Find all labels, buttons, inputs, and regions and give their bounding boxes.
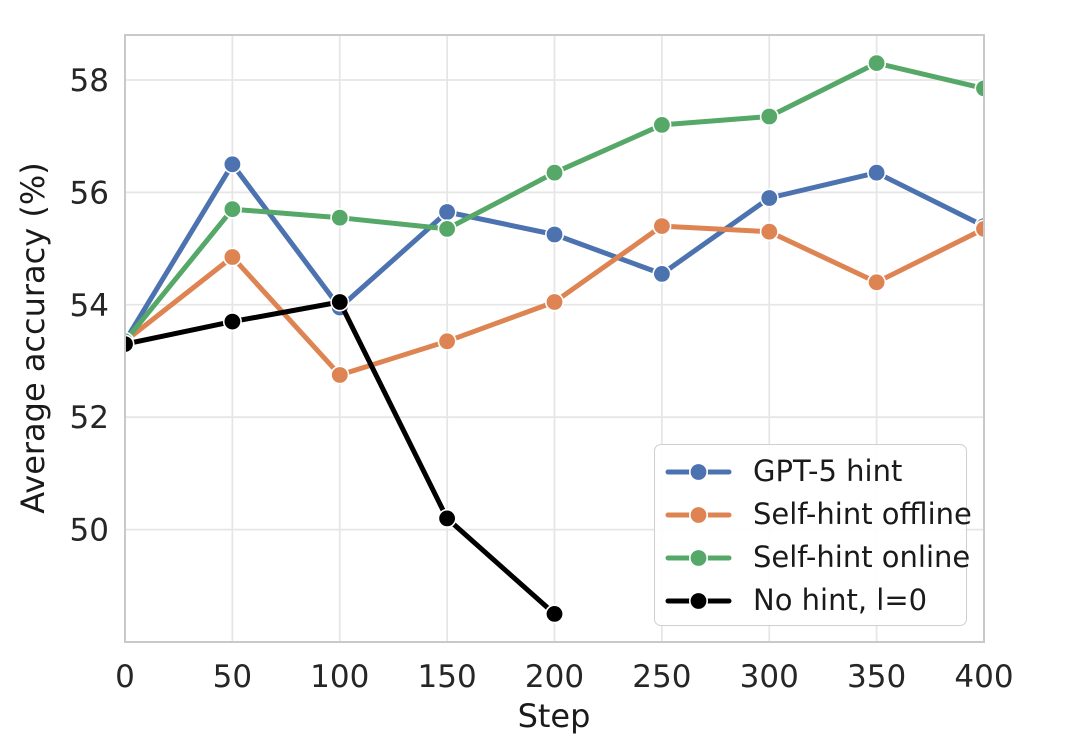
series-no-hint-l-0 [125, 292, 564, 624]
y-axis-label: Average accuracy (%) [14, 162, 52, 514]
data-point-self-hint-offline [652, 216, 672, 236]
x-tick-label-350: 350 [847, 659, 906, 695]
data-point-self-hint-online [330, 208, 350, 228]
legend-item-self-hint-online: Self-hint online [665, 536, 970, 579]
y-tick-label-58: 58 [70, 63, 109, 99]
data-series [125, 53, 984, 624]
data-point-no-hint-l-0 [330, 292, 350, 312]
data-point-self-hint-offline [330, 365, 350, 385]
data-point-gpt-5-hint [867, 163, 887, 183]
legend-item-self-hint-offline: Self-hint offline [665, 493, 972, 536]
data-point-no-hint-l-0 [437, 508, 457, 528]
legend-marker-no-hint-l-0 [665, 591, 732, 610]
data-point-self-hint-offline [222, 247, 242, 267]
legend-item-gpt-5-hint: GPT-5 hint [665, 450, 966, 493]
plot-border [124, 34, 985, 643]
data-point-gpt-5-hint [222, 154, 242, 174]
x-tick-label-300: 300 [740, 659, 799, 695]
x-tick-label-50: 50 [213, 659, 252, 695]
legend-marker-self-hint-online [665, 548, 732, 567]
x-tick-label-0: 0 [115, 659, 135, 695]
data-point-self-hint-online [759, 107, 779, 127]
data-point-self-hint-offline [867, 272, 887, 292]
legend: GPT-5 hint Self-hint offline Self-hint onl… [654, 444, 972, 626]
data-point-gpt-5-hint [437, 202, 457, 222]
data-point-self-hint-online [437, 219, 457, 239]
data-point-gpt-5-hint [652, 264, 672, 284]
data-point-self-hint-online [652, 115, 672, 135]
y-tick-label-50: 50 [70, 513, 109, 549]
legend-marker-self-hint-offline [665, 505, 732, 524]
y-tick-label-54: 54 [70, 288, 109, 324]
x-tick-label-250: 250 [632, 659, 691, 695]
data-point-no-hint-l-0 [222, 312, 242, 332]
data-point-gpt-5-hint [544, 225, 564, 245]
x-tick-label-200: 200 [525, 659, 584, 695]
axis-tick-labels: 50 52 54 56 58 0 50 100 150 200 250 300 350 400 [70, 63, 1014, 695]
x-tick-label-100: 100 [310, 659, 369, 695]
legend-item-no-hint-l-0: No hint, l=0 [665, 579, 966, 622]
legend-marker-gpt-5-hint [665, 462, 732, 481]
legend-label-self-hint-offline: Self-hint offline [753, 497, 972, 531]
data-point-self-hint-offline [544, 292, 564, 312]
data-point-self-hint-online [544, 163, 564, 183]
data-point-gpt-5-hint [759, 188, 779, 208]
data-point-no-hint-l-0 [544, 604, 564, 624]
x-tick-label-400: 400 [954, 659, 1013, 695]
data-point-self-hint-online [222, 199, 242, 219]
y-tick-label-52: 52 [70, 400, 109, 436]
x-tick-label-150: 150 [418, 659, 477, 695]
series-self-hint-offline [125, 216, 984, 385]
legend-label-no-hint-l-0: No hint, l=0 [753, 583, 928, 617]
y-tick-label-56: 56 [70, 175, 109, 211]
legend-label-self-hint-online: Self-hint online [753, 540, 971, 574]
x-axis-label: Step [518, 697, 591, 735]
data-point-self-hint-offline [437, 331, 457, 351]
legend-label-gpt-5-hint: GPT-5 hint [753, 454, 903, 488]
data-point-self-hint-online [867, 53, 887, 73]
data-point-self-hint-offline [759, 222, 779, 242]
